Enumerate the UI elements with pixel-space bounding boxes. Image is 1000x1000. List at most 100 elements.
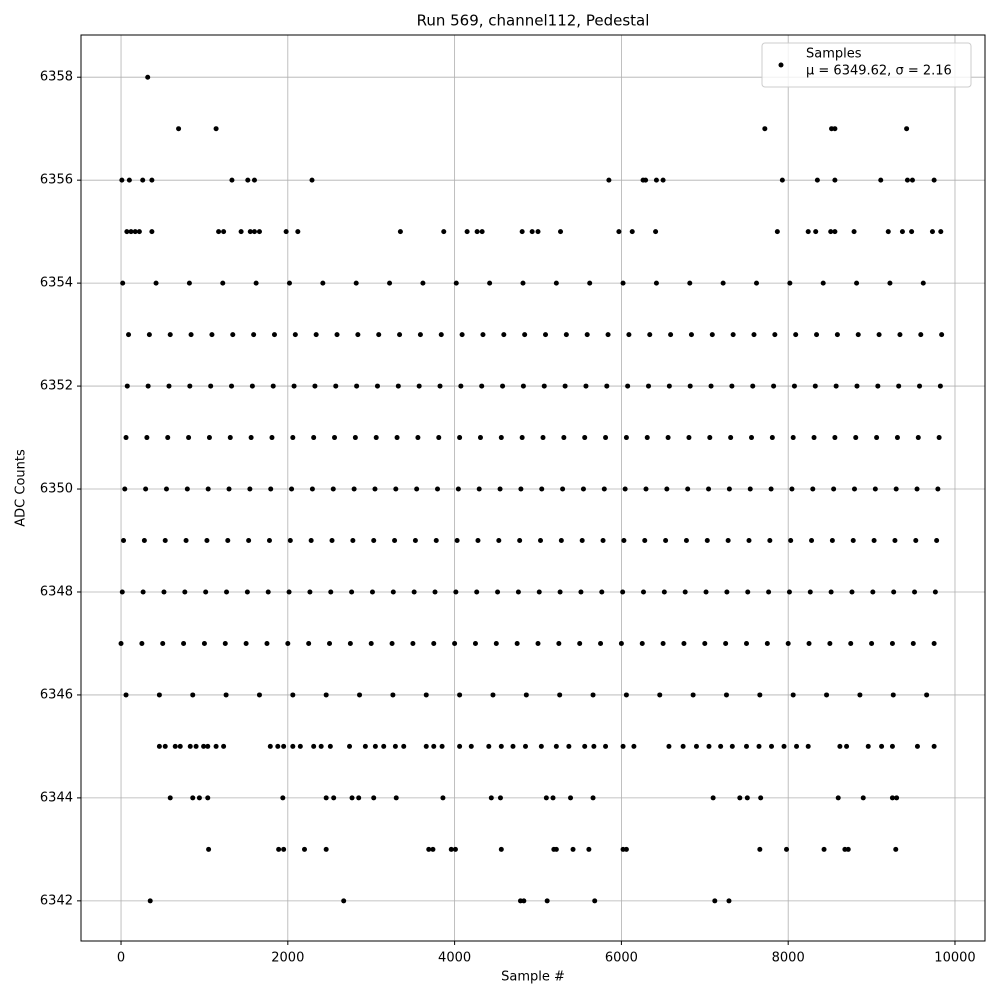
data-point: [806, 640, 812, 646]
data-point: [246, 538, 252, 544]
data-point: [122, 486, 128, 492]
data-point: [726, 898, 732, 904]
data-point: [332, 435, 338, 441]
data-point: [893, 486, 899, 492]
data-point: [327, 640, 333, 646]
data-point: [457, 435, 463, 441]
data-point: [265, 589, 271, 595]
data-point: [730, 332, 736, 338]
data-point: [810, 486, 816, 492]
data-point: [764, 640, 770, 646]
data-point: [849, 589, 855, 595]
data-point: [162, 538, 168, 544]
data-point: [758, 795, 764, 801]
data-point: [431, 743, 437, 749]
x-tick-label: 6000: [605, 951, 638, 966]
y-axis-label: ADC Counts: [14, 449, 29, 527]
data-point: [312, 383, 318, 389]
data-point: [787, 280, 793, 286]
data-point: [206, 435, 212, 441]
data-point: [737, 795, 743, 801]
data-point: [457, 692, 463, 698]
data-point: [120, 280, 126, 286]
data-point: [458, 383, 464, 389]
data-point: [371, 538, 377, 544]
data-point: [590, 795, 596, 801]
data-point: [646, 383, 652, 389]
data-point: [290, 692, 296, 698]
data-point: [355, 332, 361, 338]
data-point: [249, 383, 255, 389]
data-point: [437, 383, 443, 389]
data-point: [368, 640, 374, 646]
data-point: [869, 640, 875, 646]
data-point: [682, 589, 688, 595]
data-point: [161, 589, 167, 595]
y-tick-label: 6352: [40, 379, 73, 394]
data-point: [660, 640, 666, 646]
data-point: [591, 743, 597, 749]
data-point: [457, 743, 463, 749]
data-point: [144, 435, 150, 441]
data-point: [229, 383, 235, 389]
data-point: [538, 538, 544, 544]
data-point: [229, 177, 235, 183]
chart-title: Run 569, channel112, Pedestal: [417, 12, 650, 30]
data-point: [562, 383, 568, 389]
data-point: [243, 640, 249, 646]
data-point: [522, 332, 528, 338]
data-point: [323, 846, 329, 852]
data-point: [831, 486, 837, 492]
data-point: [566, 743, 572, 749]
data-point: [751, 332, 757, 338]
data-point: [186, 280, 192, 286]
data-point: [452, 640, 458, 646]
data-point: [128, 229, 134, 235]
data-point: [753, 280, 759, 286]
data-point: [582, 435, 588, 441]
data-point: [620, 743, 626, 749]
data-point: [746, 538, 752, 544]
data-point: [290, 435, 296, 441]
data-point: [918, 332, 924, 338]
data-point: [354, 383, 360, 389]
data-point: [132, 229, 138, 235]
data-point: [209, 332, 215, 338]
data-point: [153, 280, 159, 286]
data-point: [416, 383, 422, 389]
data-point: [522, 743, 528, 749]
data-point: [618, 640, 624, 646]
data-point: [480, 332, 486, 338]
plot-frame: [80, 34, 986, 942]
data-point: [226, 486, 232, 492]
data-point: [889, 795, 895, 801]
data-point: [514, 640, 520, 646]
data-point: [621, 538, 627, 544]
data-point: [539, 486, 545, 492]
data-point: [710, 795, 716, 801]
data-point: [544, 898, 550, 904]
data-point: [924, 692, 930, 698]
data-point: [498, 743, 504, 749]
data-point: [934, 538, 940, 544]
data-point: [639, 640, 645, 646]
data-point: [334, 332, 340, 338]
data-point: [455, 486, 461, 492]
data-point: [372, 743, 378, 749]
data-point: [313, 332, 319, 338]
data-point: [347, 640, 353, 646]
data-point: [535, 229, 541, 235]
data-point: [149, 177, 155, 183]
data-point: [373, 435, 379, 441]
data-point: [553, 280, 559, 286]
data-point: [206, 846, 212, 852]
data-point: [729, 743, 735, 749]
data-point: [929, 229, 935, 235]
data-point: [584, 332, 590, 338]
data-point: [286, 589, 292, 595]
y-tick-label: 6348: [40, 584, 73, 599]
data-point: [376, 332, 382, 338]
data-point: [515, 589, 521, 595]
data-point: [301, 846, 307, 852]
data-point: [718, 743, 724, 749]
